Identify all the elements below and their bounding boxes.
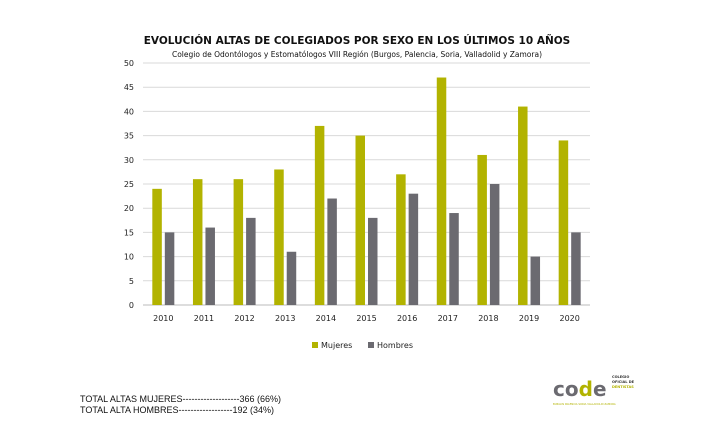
legend-swatch-mujeres: [312, 342, 318, 348]
bar-hombres-2010: [164, 232, 175, 305]
legend-swatch-hombres: [368, 342, 374, 348]
y-tick-label: 0: [129, 301, 134, 310]
x-tick-label: 2017: [438, 314, 458, 323]
y-tick-label: 40: [124, 107, 134, 116]
logo-tagline-1: COLEGIO: [612, 375, 629, 379]
bar-mujeres-2014: [314, 125, 325, 305]
bar-mujeres-2012: [233, 179, 244, 305]
legend-label-hombres: Hombres: [377, 341, 413, 350]
bar-hombres-2018: [489, 184, 500, 305]
logo-wordmark: code: [553, 377, 607, 401]
x-tick-label: 2019: [519, 314, 539, 323]
x-tick-label: 2014: [316, 314, 336, 323]
logo-regions: BURGOS PALENCIA SORIA VALLADOLID ZAMORA: [553, 402, 616, 406]
bar-hombres-2015: [368, 217, 378, 305]
bar-mujeres-2010: [152, 188, 162, 305]
bar-mujeres-2016: [396, 174, 406, 305]
y-tick-label: 5: [129, 277, 134, 286]
x-tick-label: 2012: [234, 314, 254, 323]
y-tick-label: 35: [124, 132, 134, 141]
logo-tagline-2: OFICIAL DE: [612, 380, 635, 384]
x-tick-label: 2018: [478, 314, 498, 323]
bar-hombres-2019: [530, 256, 541, 305]
y-tick-label: 10: [124, 253, 134, 262]
bar-mujeres-2017: [436, 77, 447, 306]
x-tick-label: 2015: [356, 314, 376, 323]
bar-hombres-2014: [327, 198, 337, 305]
bar-hombres-2020: [571, 232, 581, 305]
total-hombres: TOTAL ALTA HOMBRES------------------192 …: [80, 405, 274, 415]
y-tick-label: 30: [124, 156, 134, 165]
bar-mujeres-2019: [518, 106, 528, 305]
x-tick-label: 2016: [397, 314, 417, 323]
chart-title: EVOLUCIÓN ALTAS DE COLEGIADOS POR SEXO E…: [144, 34, 570, 47]
y-tick-label: 50: [124, 59, 134, 68]
y-tick-label: 25: [124, 180, 134, 189]
bar-hombres-2016: [408, 193, 419, 305]
bar-mujeres-2013: [274, 169, 284, 305]
totals-block: TOTAL ALTAS MUJERES-------------------36…: [80, 394, 281, 416]
bar-hombres-2013: [286, 251, 297, 305]
bar-hombres-2017: [449, 213, 459, 305]
bar-mujeres-2018: [477, 154, 487, 305]
logo-tagline-3: DENTISTAS: [612, 385, 634, 389]
bar-mujeres-2020: [558, 140, 569, 305]
bar-hombres-2011: [205, 227, 215, 305]
x-tick-label: 2011: [194, 314, 214, 323]
x-tick-label: 2020: [560, 314, 580, 323]
bar-mujeres-2015: [355, 135, 365, 305]
bar-hombres-2012: [246, 217, 256, 305]
total-mujeres: TOTAL ALTAS MUJERES-------------------36…: [80, 394, 281, 404]
x-tick-label: 2013: [275, 314, 295, 323]
x-tick-label: 2010: [153, 314, 173, 323]
y-tick-label: 20: [124, 204, 134, 213]
legend-label-mujeres: Mujeres: [321, 341, 352, 350]
bar-mujeres-2011: [192, 179, 203, 305]
y-tick-label: 15: [124, 228, 134, 237]
chart-subtitle: Colegio de Odontólogos y Estomatólogos V…: [172, 50, 542, 59]
code-logo: code COLEGIO OFICIAL DE DENTISTAS BURGOS…: [553, 375, 635, 406]
y-tick-label: 45: [124, 83, 134, 92]
